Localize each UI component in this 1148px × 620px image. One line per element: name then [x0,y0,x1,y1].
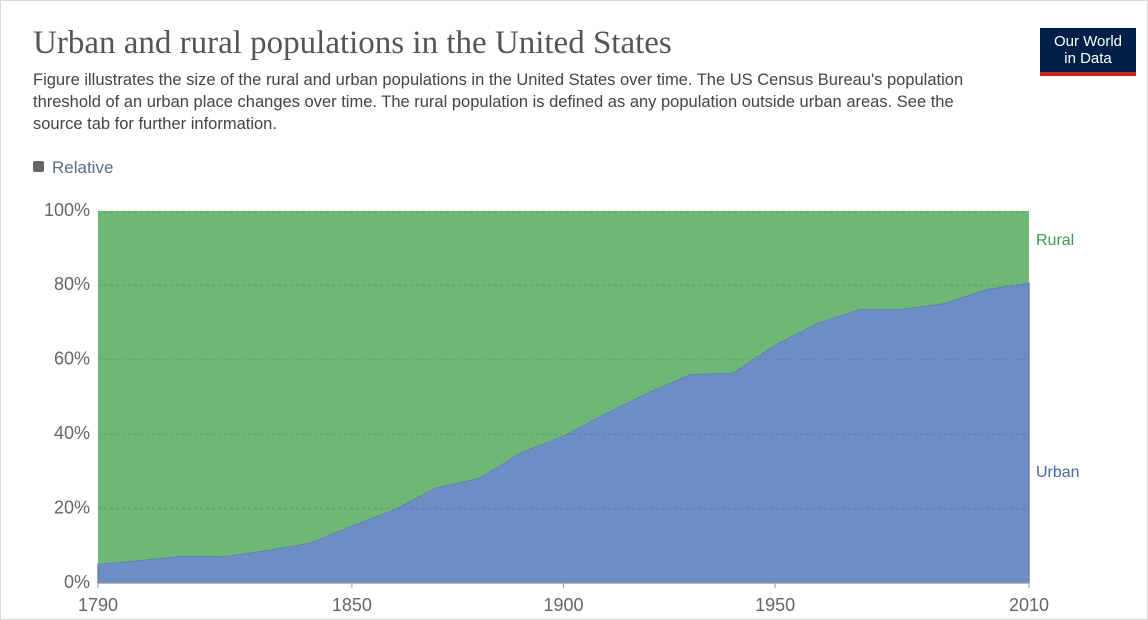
y-tick-label: 20% [54,497,90,517]
chart-subtitle: Figure illustrates the size of the rural… [33,71,964,133]
relative-toggle[interactable]: Relative [33,158,113,178]
y-tick-label: 100% [44,200,90,220]
x-tick-label: 1790 [78,595,118,615]
x-tick-label: 1950 [755,595,795,615]
checkbox[interactable] [33,161,44,172]
logo-line: in Data [1064,50,1112,67]
x-tick-label: 1850 [332,595,372,615]
toggle-label: Relative [52,158,114,177]
y-tick-label: 40% [54,423,90,443]
y-tick-label: 0% [64,572,90,592]
x-tick-label: 1900 [543,595,583,615]
area [98,211,1029,565]
y-tick-label: 60% [54,349,90,369]
logo-line: Our World [1053,33,1123,50]
logo[interactable]: Our World in Data [1040,28,1136,76]
series-label: Rural [1036,232,1074,249]
x-tick-label: 2010 [1009,595,1049,615]
y-tick-label: 80% [54,274,90,294]
chart-title: Urban and rural populations in the Unite… [33,25,672,61]
series-label: Urban [1036,464,1080,481]
